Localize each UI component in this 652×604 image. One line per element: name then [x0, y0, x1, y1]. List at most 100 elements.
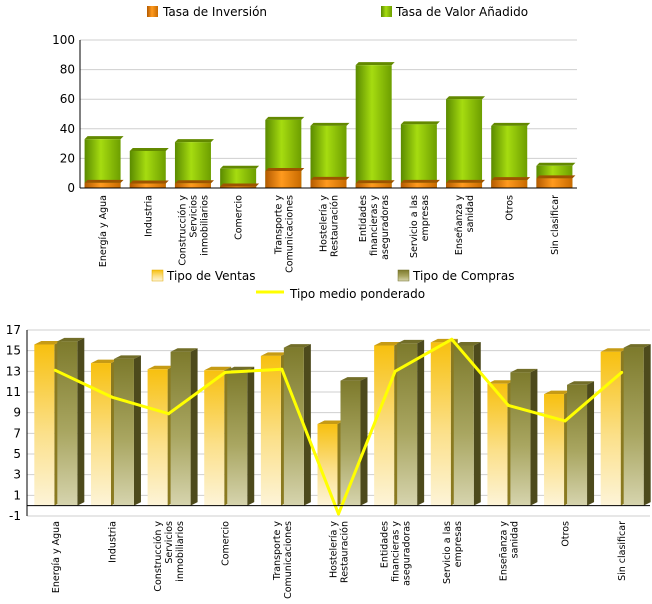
- bottom-line-point-comercio: [223, 370, 227, 374]
- bottom-y-tick-label: 15: [6, 344, 21, 358]
- top-category-label-otros: Otros: [505, 195, 516, 221]
- bottom-bar-top-ventas-sin-clasificar: [600, 348, 628, 352]
- bottom-bar-compras-industria: [113, 358, 134, 506]
- bottom-legend: Tipo de Ventas Tipo de Compras Tipo medi…: [151, 269, 514, 301]
- bottom-bar-side-compras-transporte-y-comunicaciones: [303, 344, 311, 506]
- bottom-line-point-industria: [110, 395, 114, 399]
- bottom-line-point-energia-y-agua: [53, 368, 57, 372]
- bottom-bar-ventas-ensenanza-y-sanidad: [487, 383, 508, 506]
- bottom-bar-ventas-comercio: [204, 370, 225, 506]
- bottom-y-tick-label: 11: [6, 385, 21, 399]
- top-bar-inversion-servicio-a-las-empresas: [400, 182, 437, 188]
- bottom-bar-side-compras-energia-y-agua: [77, 337, 85, 506]
- legend-label-tasa-valor-anadido: Tasa de Valor Añadido: [395, 5, 528, 19]
- top-bar-top-inversion-ensenanza-y-sanidad: [446, 179, 486, 183]
- legend-label-tasa-inversion: Tasa de Inversión: [162, 5, 267, 19]
- bottom-bar-line-chart: Tipo de Ventas Tipo de Compras Tipo medi…: [6, 269, 651, 599]
- bottom-bar-compras-transporte-y-comunicaciones: [283, 347, 304, 506]
- bottom-line-point-construccion-y-servicios-inmobiliarios: [167, 412, 171, 416]
- legend-label-tipo-compras: Tipo de Compras: [412, 269, 514, 283]
- bottom-bar-top-ventas-ensenanza-y-sanidad: [487, 380, 515, 384]
- bottom-y-tick-label: 3: [13, 468, 21, 482]
- top-bar-top-valor-anadido-construccion-y-servicios-inmobiliarios: [174, 139, 214, 143]
- bottom-bar-top-compras-entidades-financieras-y-aseguradoras: [397, 339, 425, 344]
- bottom-y-tick-label: 17: [6, 323, 21, 337]
- top-category-label-comercio: Comercio: [234, 195, 245, 240]
- top-category-label-hosteleria-y-restauracion: Hostelería yRestauración: [319, 195, 341, 257]
- bottom-y-tick-label: 5: [13, 447, 21, 461]
- bottom-bar-top-compras-comercio: [227, 366, 255, 371]
- bottom-bar-ventas-sin-clasificar: [600, 351, 621, 506]
- top-bar-top-inversion-entidades-financieras-y-aseguradoras: [355, 180, 395, 184]
- bottom-bar-compras-entidades-financieras-y-aseguradoras: [397, 343, 418, 506]
- top-bar-top-inversion-industria: [129, 180, 169, 184]
- top-bar-inversion-comercio: [220, 186, 257, 188]
- bottom-bar-top-compras-ensenanza-y-sanidad: [510, 368, 538, 373]
- bottom-category-label-energia-y-agua: Energía y Agua: [51, 521, 62, 593]
- bottom-bar-side-compras-otros: [587, 381, 595, 506]
- bottom-bar-compras-sin-clasificar: [623, 347, 644, 506]
- top-category-label-entidades-financieras-y-aseguradoras: Entidadesfinancieras yaseguradoras: [358, 195, 391, 260]
- bottom-category-label-industria: Industria: [107, 521, 118, 563]
- bottom-category-label-transporte-y-comunicaciones: Transporte yComunicaciones: [272, 521, 294, 599]
- top-bar-top-inversion-transporte-y-comunicaciones: [265, 167, 305, 171]
- bottom-bar-top-ventas-construccion-y-servicios-inmobiliarios: [147, 365, 175, 370]
- bottom-category-label-ensenanza-y-sanidad: Enseñanza ysanidad: [498, 521, 520, 582]
- bottom-bar-ventas-construccion-y-servicios-inmobiliarios: [147, 369, 168, 506]
- bottom-y-tick-label: 7: [13, 426, 21, 440]
- top-bar-top-valor-anadido-hosteleria-y-restauracion: [310, 122, 350, 126]
- legend-swatch-tipo-ventas: [151, 269, 164, 282]
- bottom-bar-compras-energia-y-agua: [57, 341, 78, 506]
- bottom-category-label-comercio: Comercio: [221, 521, 232, 566]
- legend-label-tipo-ventas: Tipo de Ventas: [166, 269, 255, 283]
- bottom-line-point-sin-clasificar: [620, 370, 624, 374]
- top-bar-valor-anadido-ensenanza-y-sanidad: [446, 99, 483, 188]
- bottom-bar-ventas-industria: [90, 363, 111, 506]
- bottom-bar-compras-ensenanza-y-sanidad: [510, 372, 531, 506]
- top-bar-valor-anadido-servicio-a-las-empresas: [400, 124, 437, 188]
- bottom-bar-side-compras-comercio: [247, 366, 255, 506]
- bottom-bar-side-compras-hosteleria-y-restauracion: [360, 377, 368, 506]
- top-bar-top-valor-anadido-entidades-financieras-y-aseguradoras: [355, 62, 395, 66]
- bottom-bar-ventas-entidades-financieras-y-aseguradoras: [374, 345, 395, 506]
- bottom-bar-ventas-transporte-y-comunicaciones: [260, 355, 281, 506]
- bottom-bar-ventas-servicio-a-las-empresas: [430, 342, 451, 506]
- bottom-bar-top-ventas-hosteleria-y-restauracion: [317, 420, 345, 425]
- top-axes: 0 20 40 60 80 100: [52, 33, 577, 195]
- bottom-bar-side-compras-ensenanza-y-sanidad: [530, 368, 538, 506]
- top-bar-top-inversion-servicio-a-las-empresas: [400, 179, 440, 183]
- bottom-line-point-otros: [563, 419, 567, 423]
- top-bar-top-inversion-otros: [491, 177, 531, 181]
- legend-swatch-tasa-inversion: [147, 6, 158, 17]
- top-category-labels: Energía y Agua Industria Construcción ySer…: [98, 195, 561, 273]
- top-bar-inversion-otros: [491, 180, 528, 188]
- bottom-bar-top-compras-transporte-y-comunicaciones: [283, 344, 311, 348]
- top-bar-top-valor-anadido-ensenanza-y-sanidad: [446, 96, 486, 100]
- top-bar-top-inversion-comercio: [220, 183, 260, 187]
- bottom-y-tick-label: 1: [13, 488, 21, 502]
- bottom-bar-compras-servicio-a-las-empresas: [453, 345, 474, 506]
- top-bar-top-inversion-sin-clasificar: [536, 175, 576, 179]
- top-bar-top-valor-anadido-industria: [129, 148, 169, 151]
- top-bar-top-inversion-energia-y-agua: [84, 179, 124, 183]
- bottom-bar-top-ventas-energia-y-agua: [34, 340, 62, 345]
- top-category-label-industria: Industria: [143, 195, 154, 237]
- top-bar-top-valor-anadido-sin-clasificar: [536, 162, 576, 166]
- bottom-bar-side-compras-sin-clasificar: [643, 344, 651, 506]
- top-category-label-sin-clasificar: Sin clasificar: [550, 195, 561, 255]
- top-y-tick-label: 80: [60, 63, 75, 77]
- bottom-bar-top-ventas-transporte-y-comunicaciones: [260, 352, 288, 356]
- top-bar-top-inversion-construccion-y-servicios-inmobiliarios: [174, 180, 214, 184]
- bottom-bars: [34, 337, 651, 506]
- bottom-line-point-entidades-financieras-y-aseguradoras: [393, 369, 397, 373]
- top-y-tick-label: 0: [67, 181, 75, 195]
- top-bar-valor-anadido-comercio: [220, 168, 257, 188]
- top-bar-inversion-sin-clasificar: [536, 178, 573, 188]
- top-bar-inversion-industria: [129, 183, 166, 188]
- bottom-category-label-sin-clasificar: Sin clasificar: [617, 521, 628, 581]
- bottom-category-label-otros: Otros: [561, 521, 572, 547]
- top-bar-top-valor-anadido-comercio: [220, 165, 260, 169]
- bottom-category-label-construccion-y-servicios-inmobiliarios: Construcción yServiciosinmobiliarios: [153, 521, 186, 592]
- bottom-line-point-ensenanza-y-sanidad: [506, 403, 510, 407]
